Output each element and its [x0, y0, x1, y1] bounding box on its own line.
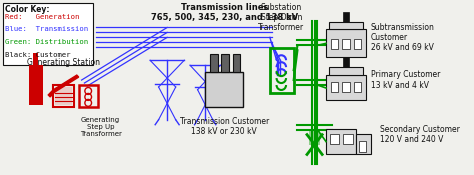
Text: Substation
Step Down
Transformer: Substation Step Down Transformer [258, 3, 304, 33]
Bar [2, 3, 93, 65]
Bar [33, 53, 38, 65]
Text: Primary Customer
13 kV and 4 kV: Primary Customer 13 kV and 4 kV [371, 70, 440, 90]
Bar [221, 54, 229, 72]
Text: Secondary Customer
120 V and 240 V: Secondary Customer 120 V and 240 V [380, 125, 460, 144]
Text: Blue:  Transmission: Blue: Transmission [5, 26, 89, 33]
Bar [330, 134, 339, 143]
Text: Generating Station: Generating Station [27, 58, 100, 67]
Bar [331, 39, 338, 49]
Bar [79, 85, 98, 107]
Text: Transmission Customer
138 kV or 230 kV: Transmission Customer 138 kV or 230 kV [180, 117, 269, 136]
Bar [342, 39, 350, 49]
Bar [343, 134, 353, 143]
Bar [29, 65, 43, 105]
Text: Transmission lines
765, 500, 345, 230, and 138 kV: Transmission lines 765, 500, 345, 230, a… [151, 3, 298, 22]
Bar [53, 85, 74, 107]
Bar [359, 141, 366, 152]
Text: Green: Distribution: Green: Distribution [5, 39, 89, 45]
Bar [329, 22, 363, 29]
Text: Red:   Generation: Red: Generation [5, 14, 80, 20]
Text: Color Key:: Color Key: [5, 5, 50, 14]
Bar [326, 29, 366, 57]
Text: Subtransmission
Customer
26 kV and 69 kV: Subtransmission Customer 26 kV and 69 kV [371, 23, 435, 52]
Text: Black: Customer: Black: Customer [5, 52, 71, 58]
Bar [356, 134, 371, 155]
Bar [331, 82, 338, 92]
Bar [210, 54, 218, 72]
Bar [354, 82, 361, 92]
Bar [354, 39, 361, 49]
Bar [205, 72, 243, 107]
Polygon shape [48, 75, 79, 97]
Bar [326, 129, 356, 155]
Bar [309, 131, 320, 145]
Bar [329, 67, 363, 75]
Bar [270, 48, 294, 93]
Bar [233, 54, 240, 72]
Bar [326, 75, 366, 100]
Bar [342, 82, 350, 92]
Text: Generating
Step Up
Transformer: Generating Step Up Transformer [80, 117, 121, 137]
Bar [55, 87, 72, 105]
Bar [343, 57, 349, 67]
Bar [343, 12, 349, 22]
